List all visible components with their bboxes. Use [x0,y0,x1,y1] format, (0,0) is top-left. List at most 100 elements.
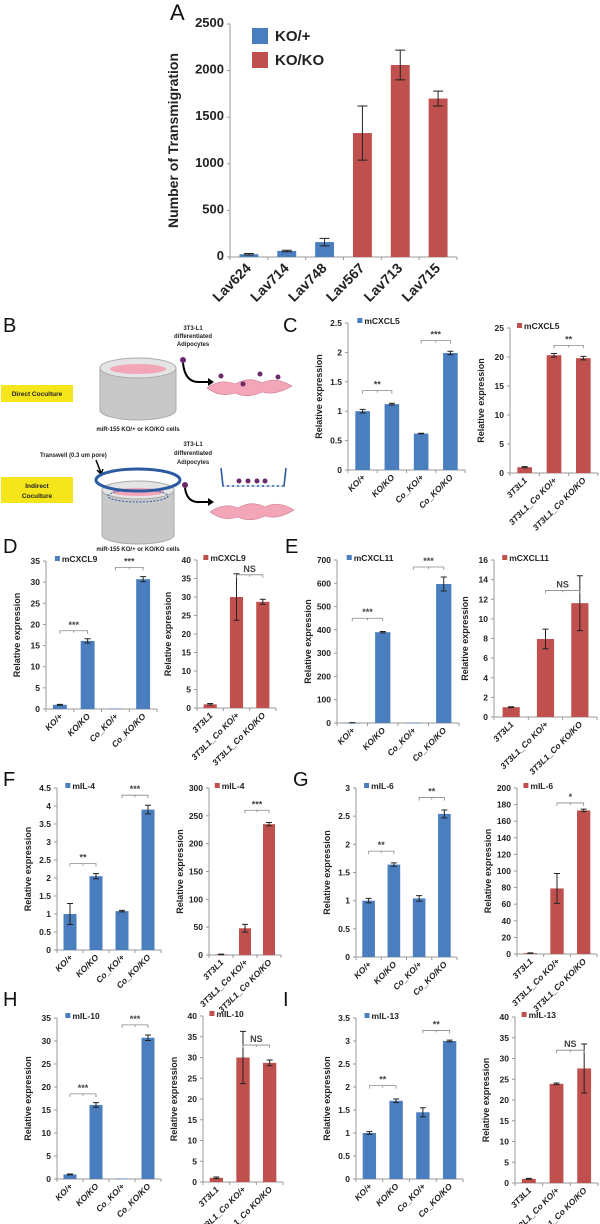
y-axis-label: Relative expression [23,1056,33,1141]
error-bar [218,953,224,956]
y-tick-label: 15 [495,381,505,391]
significance-bracket [422,1030,451,1034]
arrow-indirect-icon [182,482,214,506]
y-tick-label: 15 [182,648,192,658]
bar-3t3l1-co-ko- [239,928,251,955]
significance-label: ** [79,853,87,863]
indirect-coculture-label-1: Indirect [25,483,49,490]
y-tick-label: 400 [317,625,331,635]
y-tick-label: 25 [42,1059,52,1069]
bar-ko-ko [384,404,400,470]
significance-label: NS [556,579,569,589]
y-tick-label: 20 [182,629,192,639]
arrow-direct-icon [180,357,214,386]
legend-label: mCXCL9 [210,553,246,563]
bar-3t3l1-co-ko-ko [256,601,270,708]
error-bar [388,402,395,406]
panel-label-f: F [3,769,15,791]
dish-direct-icon [99,357,177,421]
significance-label: *** [130,1014,141,1024]
y-tick-label: 3 [345,1036,350,1046]
y-tick-label: 0 [345,1174,350,1184]
x-tick-label: Lav567 [323,260,368,305]
bar-co-ko- [412,898,426,957]
significance-bracket [412,566,445,570]
error-bar [366,1131,373,1135]
panel-label-e: E [285,536,298,558]
error-bar [93,873,99,880]
x-tick-label: 3T3L1 [196,1184,221,1209]
y-axis-label: Relative expression [322,830,332,915]
error-bar [281,249,292,253]
y-tick-label: 1 [345,896,350,906]
y-tick-label: 1.5 [39,891,51,901]
y-tick-label: 3 [345,783,350,793]
x-tick-label: KO/+ [352,959,373,980]
bar-co-ko- [416,1112,430,1179]
y-tick-label: 35 [188,1032,198,1042]
direct-coculture-label: Direct Coculture [12,391,63,398]
x-tick-label: 3T3L1 [491,719,516,744]
y-tick-label: 80 [502,883,512,893]
bar-3t3l1-co-ko-ko [263,1062,277,1182]
error-bar [433,90,444,107]
bar-ko-ko [387,864,401,957]
x-tick-label: 3T3L1 [509,1185,534,1210]
error-bar [418,432,425,435]
y-tick-label: 100 [497,866,511,876]
chart-c2: 0 5 10 15 20 25 Relative expression 3T3L13T3L1_… [476,321,599,533]
y-tick-label: 5 [35,683,40,693]
dish-indirect-icon [94,467,182,545]
significance-bracket [121,1024,149,1028]
cells-label-direct: miR-155 KO/+ or KO/KO cells [96,427,180,433]
adipocytes-direct-icon [206,371,293,397]
y-axis-label: Relative expression [476,358,486,443]
legend-label: mCXCL11 [509,553,549,563]
error-bar [393,1098,400,1104]
legend-label: KO/KO [275,52,325,69]
error-bar [213,1176,220,1180]
bar-3t3l1-co-ko- [549,1083,564,1183]
bar-3t3l1 [502,707,520,717]
legend-label: mIL-4 [72,781,95,791]
error-bar [56,703,63,706]
y-tick-label: 300 [189,783,203,793]
legend-label: mIL-10 [72,1011,100,1021]
x-tick-label: KO/KO [360,725,387,752]
x-tick-label: KO/+ [335,725,356,746]
y-tick-label: 0 [46,1174,51,1184]
y-tick-label: 0 [198,950,203,960]
y-axis-label: Relative expression [481,1058,491,1143]
x-tick-label: Lav713 [360,260,405,305]
y-tick-label: 14 [479,575,489,585]
legend-swatch [203,555,209,560]
legend-swatch [65,1013,71,1018]
y-tick-label: 300 [317,648,331,658]
panel-label-d: D [3,536,17,558]
x-tick-label: Lav715 [398,260,443,305]
y-tick-label: 0 [192,1177,197,1187]
legend-swatch [252,28,268,44]
y-tick-label: 12 [479,594,489,604]
x-tick-label: 3T3L1_Co KO/KO [531,475,588,532]
error-bar [259,598,266,605]
x-tick-label: 3T3L1_Co KO/+ [510,956,562,1008]
adipocyte-label-indirect-3: Adipocytes [177,460,210,466]
legend-label: mIL-13 [372,1011,400,1021]
significance-bracket [420,340,451,344]
y-tick-label: 100 [189,894,203,904]
y-tick-label: 20 [188,1094,198,1104]
y-axis-label: Relative expression [322,1056,332,1141]
y-tick-label: 2 [483,692,488,702]
significance-bracket [418,797,445,801]
error-bar [266,822,272,827]
y-tick-label: 0 [499,468,504,478]
significance-bracket [368,850,395,855]
y-tick-label: 4.5 [39,783,51,793]
direct-coculture-box [1,385,73,402]
significance-bracket [556,802,585,806]
y-tick-label: 60 [502,899,512,909]
bar-3t3l1-co-ko-ko [263,824,275,955]
legend-swatch [523,783,529,788]
